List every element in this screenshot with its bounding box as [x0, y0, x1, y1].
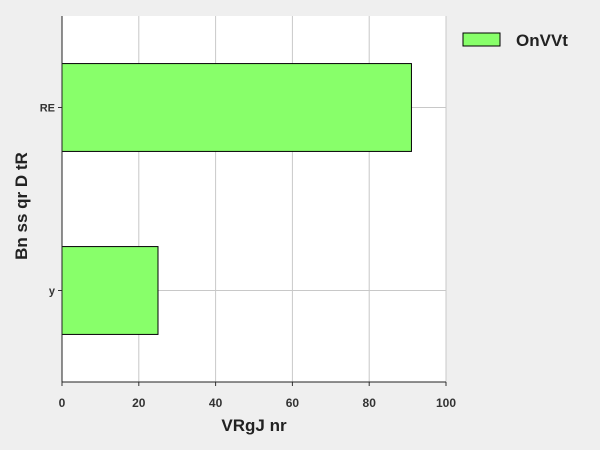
y-tick-label: RE	[40, 103, 55, 115]
x-tick-label: 100	[436, 396, 456, 410]
y-tick-label: y	[49, 286, 56, 298]
axes	[61, 16, 446, 383]
legend-label: OnVVt	[516, 31, 568, 50]
x-tick-label: 80	[363, 396, 377, 410]
bars	[61, 63, 412, 335]
x-tick-label: 0	[59, 396, 66, 410]
bar	[61, 63, 412, 152]
x-tick-label: 60	[286, 396, 300, 410]
bar	[61, 246, 159, 335]
y-axis-label: Bn ss qr D tR	[12, 152, 31, 260]
x-tick-label: 20	[132, 396, 146, 410]
legend-swatch	[462, 32, 501, 47]
x-axis-label: VRgJ nr	[221, 416, 287, 435]
x-tick-labels: 0 20 40 60 80 100	[59, 396, 457, 410]
y-tick-labels: RE y	[40, 103, 56, 298]
legend: OnVVt	[462, 31, 568, 50]
x-tick-label: 40	[209, 396, 223, 410]
